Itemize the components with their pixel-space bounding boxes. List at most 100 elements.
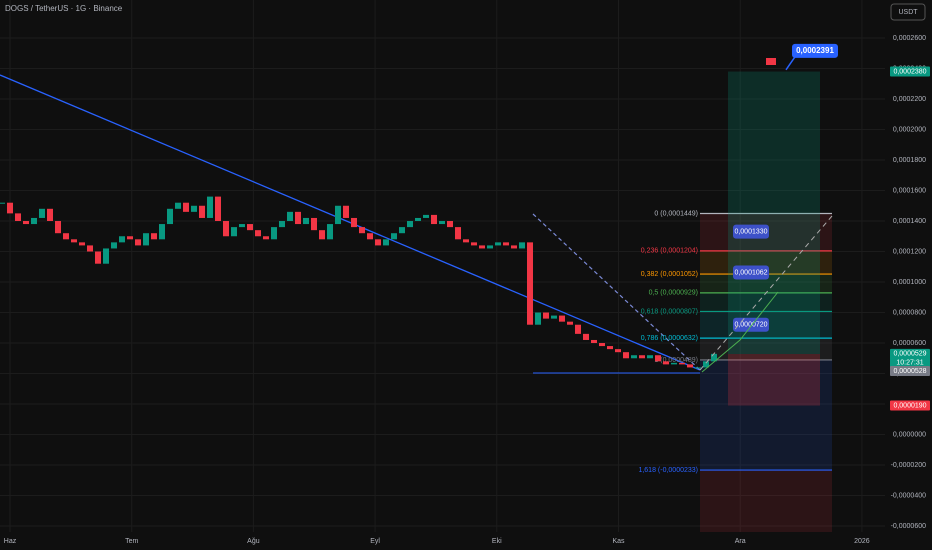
candle [319, 230, 325, 240]
grid [0, 0, 885, 532]
price-label: 0,0000528 [893, 368, 926, 375]
candle [103, 248, 109, 264]
candle [615, 349, 621, 353]
candle [247, 224, 253, 231]
y-tick-label: 0,0000600 [893, 340, 926, 347]
candle [23, 221, 29, 225]
y-tick-label: -0,0000200 [891, 462, 927, 469]
fib-anchor-line [532, 213, 701, 371]
fib-zone [700, 250, 832, 275]
candle [159, 224, 165, 240]
candle [599, 343, 605, 347]
candle [111, 242, 117, 249]
fib-zone [700, 359, 832, 471]
y-tick-label: 0,0001000 [893, 279, 926, 286]
callout-label: 0,0002391 [796, 46, 834, 55]
candle [167, 208, 173, 225]
fib-label: 0,786 (0,0000632) [641, 335, 698, 342]
candle [0, 202, 5, 204]
fib-label: 1 (0,0000489) [654, 357, 698, 364]
candle [583, 333, 589, 340]
candle [455, 227, 461, 240]
y-tick-label: 0,0001400 [893, 218, 926, 225]
price-label-box [890, 366, 930, 377]
fib-label: 0,382 (0,0001052) [641, 271, 698, 278]
candle [535, 312, 541, 325]
candle [447, 221, 453, 228]
candle [279, 221, 285, 228]
candle [367, 233, 373, 240]
candle [575, 324, 581, 334]
callout-label: 0,0001330 [734, 229, 767, 236]
target-zone [728, 71, 820, 355]
y-tick-label: 0,0002000 [893, 126, 926, 133]
x-tick-label: Eki [492, 538, 502, 545]
callout-pointer [785, 56, 796, 71]
candle [511, 245, 517, 249]
candle [63, 233, 69, 240]
candle [623, 352, 629, 359]
candle [287, 211, 293, 222]
fib-zone [700, 292, 832, 312]
candle [231, 227, 237, 237]
currency-box[interactable] [890, 3, 926, 21]
candle [479, 245, 485, 249]
fib-label: 0,236 (0,0001204) [641, 248, 698, 255]
candle [15, 213, 21, 222]
y-tick-label: 0,0001600 [893, 187, 926, 194]
candle [223, 221, 229, 237]
projection-arrow [701, 291, 779, 373]
candle [79, 242, 85, 246]
candle [183, 202, 189, 212]
candle [527, 242, 533, 325]
callout-box [792, 43, 838, 58]
candle [199, 205, 205, 218]
x-tick-label: Tem [125, 538, 138, 545]
x-tick-label: Haz [4, 538, 17, 545]
candle [207, 196, 213, 218]
candle [591, 339, 597, 344]
y-tick-label: 0,0002600 [893, 35, 926, 42]
candle [175, 202, 181, 209]
candle [151, 233, 157, 240]
candle [375, 239, 381, 246]
candle [399, 227, 405, 234]
candle [87, 245, 93, 252]
candle [679, 362, 685, 365]
price-label: 0,0002380 [893, 68, 926, 75]
candle [135, 239, 141, 246]
x-tick-label: 2026 [854, 538, 870, 545]
candle [423, 214, 429, 218]
candle [47, 208, 53, 222]
candle [607, 346, 613, 350]
candle [647, 355, 653, 359]
x-tick-label: Ara [735, 538, 746, 545]
candle [95, 251, 101, 264]
candle [639, 355, 645, 359]
candle [487, 245, 493, 249]
candle [439, 221, 445, 225]
fib-zone [700, 338, 832, 360]
candle [71, 239, 77, 243]
candle [543, 312, 549, 319]
currency[interactable]: USDT [898, 9, 918, 16]
candle [343, 205, 349, 218]
candle [31, 217, 37, 225]
trend-line [0, 74, 701, 371]
candle [631, 355, 637, 359]
fib-zone [700, 274, 832, 293]
fib-label: 0,5 (0,0000929) [649, 290, 698, 297]
stop-zone [728, 354, 820, 406]
candle [415, 217, 421, 222]
y-tick-label: -0,0000600 [891, 523, 927, 530]
candle [519, 242, 525, 249]
candle [191, 205, 197, 212]
price-label: 0,0000190 [893, 402, 926, 409]
callout-box [733, 224, 769, 239]
candle [7, 202, 13, 214]
candle [335, 205, 341, 225]
candle [271, 227, 277, 240]
candle [255, 230, 261, 237]
candle [559, 315, 565, 322]
